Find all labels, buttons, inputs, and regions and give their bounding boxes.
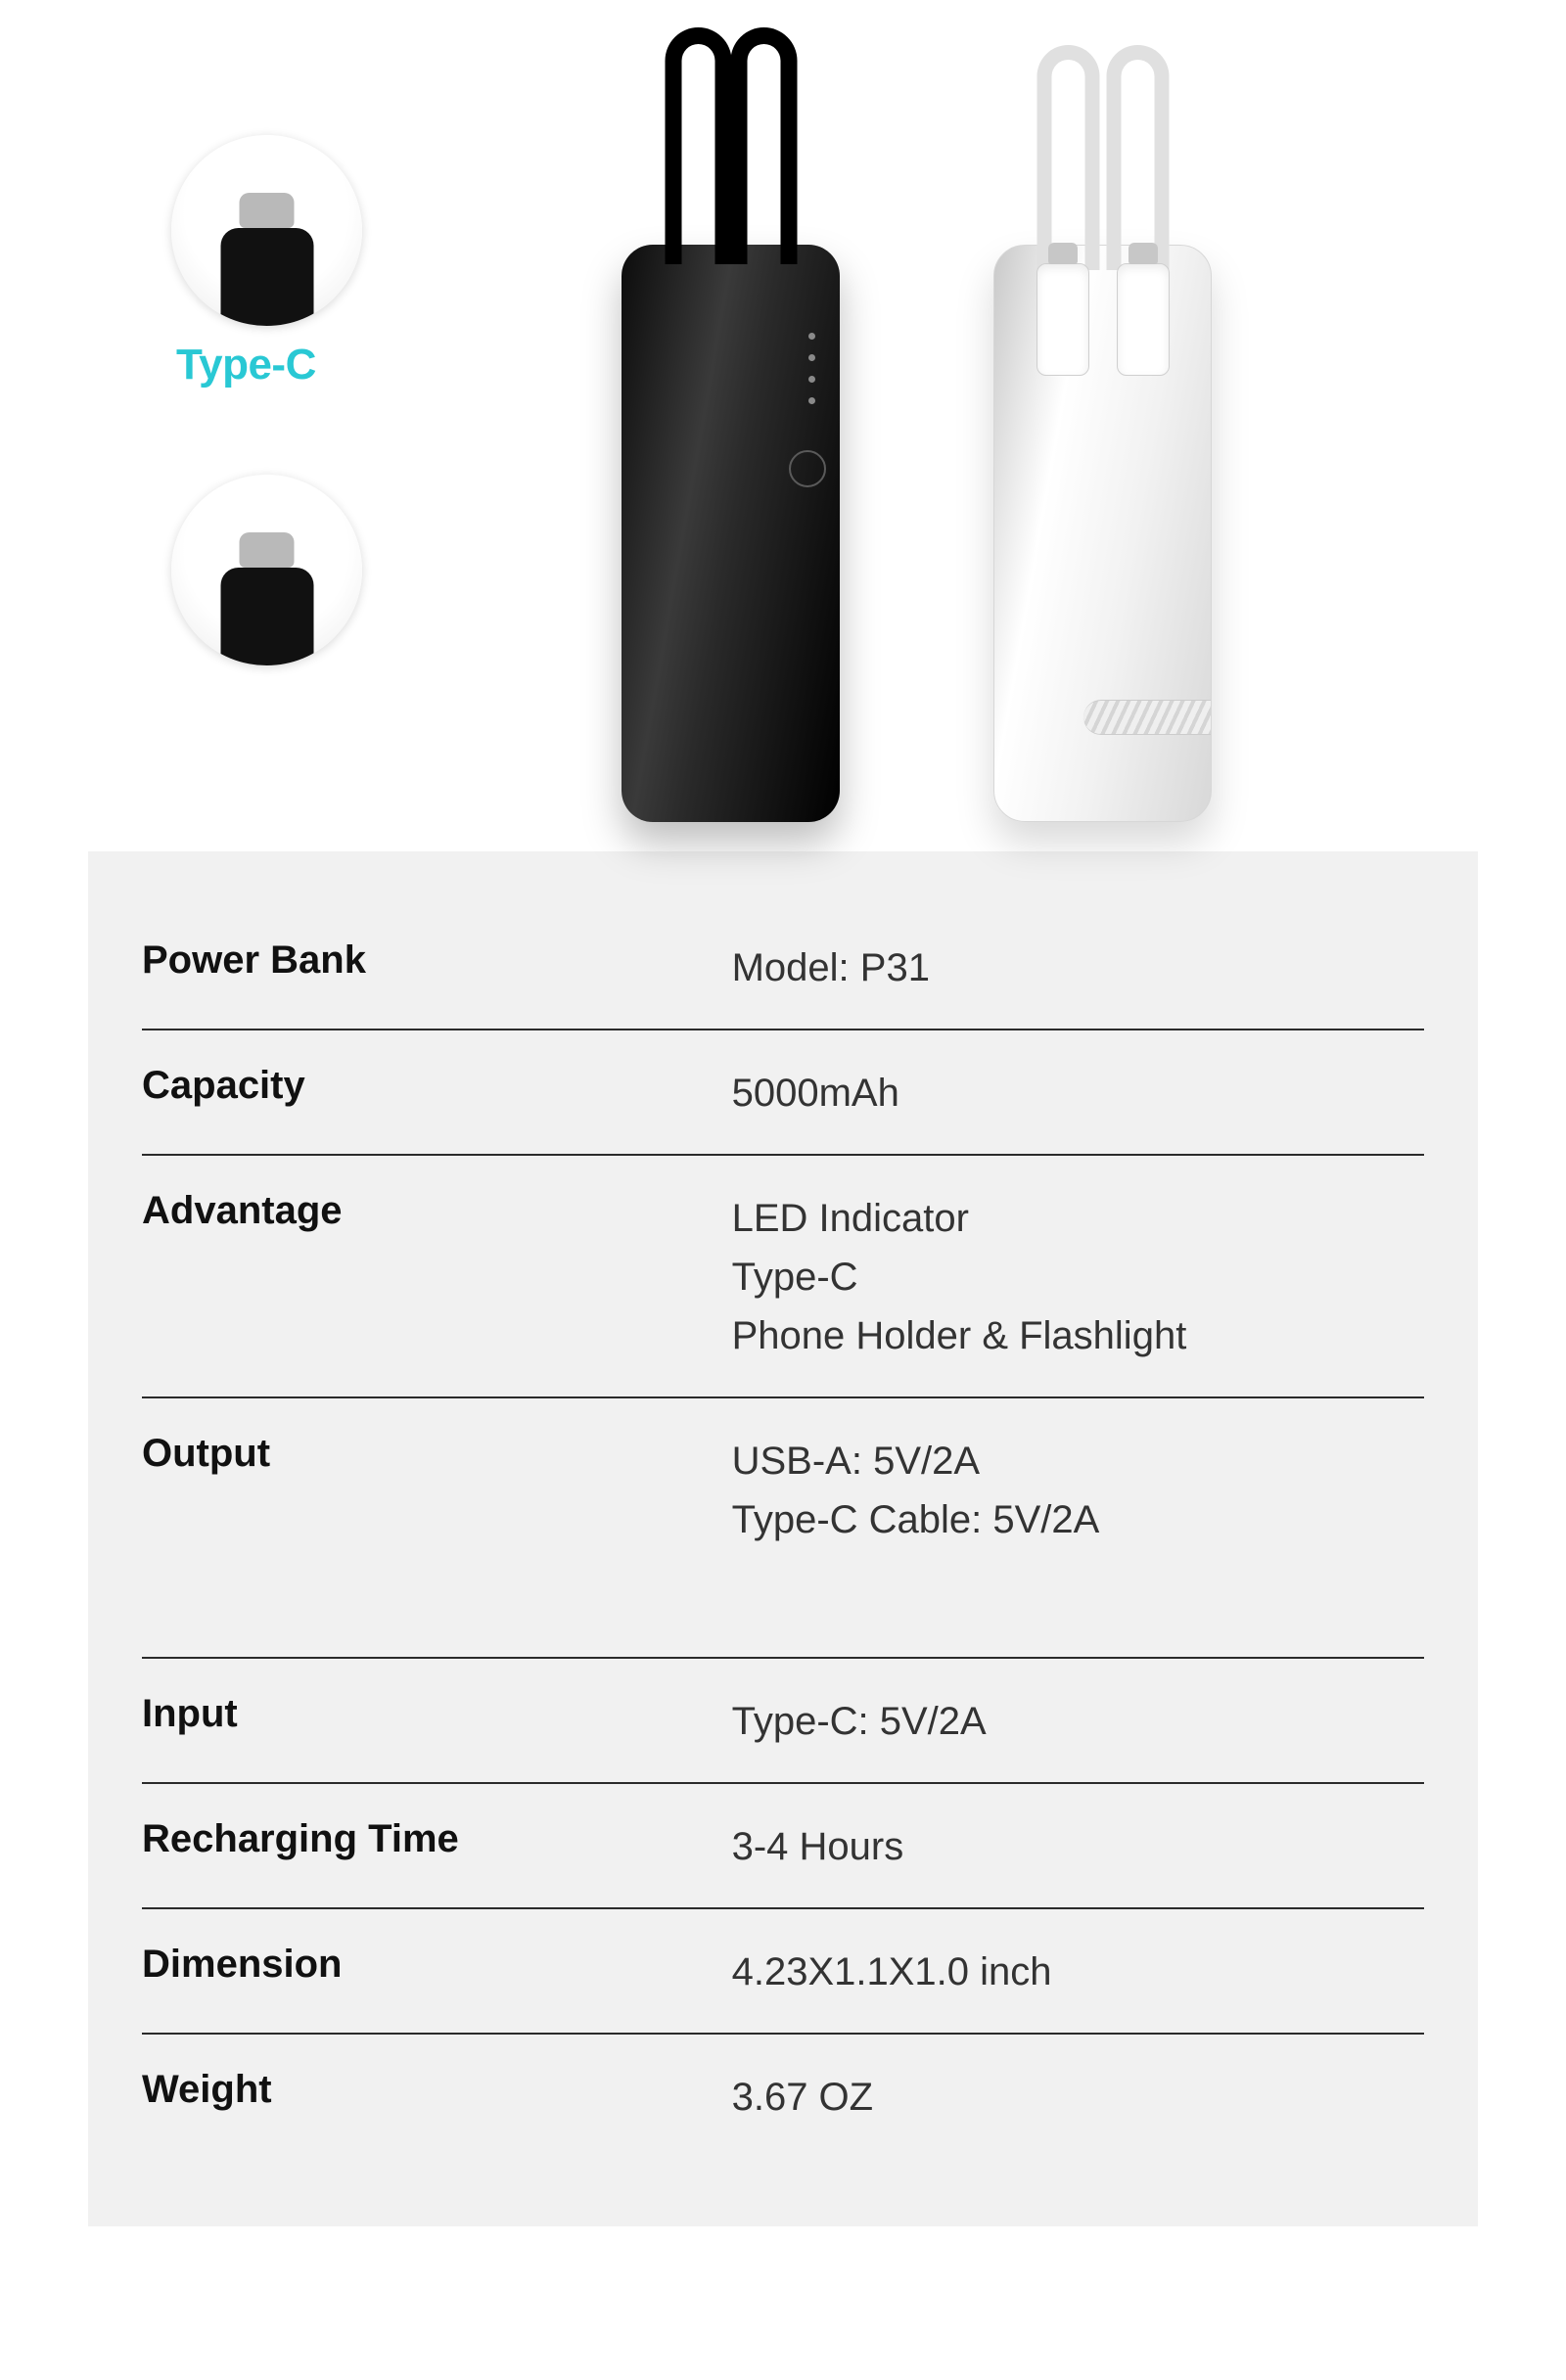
spec-label: Recharging Time [142, 1817, 732, 1876]
connector-type-label: Type-C [176, 341, 316, 389]
spec-label: Advantage [142, 1189, 732, 1365]
spec-value: Model: P31 [732, 938, 1424, 997]
spec-row: Capacity5000mAh [142, 1029, 1424, 1154]
spec-label: Capacity [142, 1064, 732, 1122]
spec-label: Input [142, 1692, 732, 1751]
spec-row: Dimension4.23X1.1X1.0 inch [142, 1907, 1424, 2033]
spec-row: InputType-C: 5V/2A [142, 1657, 1424, 1782]
spec-label: Output [142, 1432, 732, 1549]
spec-row: AdvantageLED Indicator Type-C Phone Hold… [142, 1154, 1424, 1396]
spec-row: Weight3.67 OZ [142, 2033, 1424, 2158]
product-image-white [993, 245, 1212, 822]
usb-c-plug-icon [220, 228, 313, 326]
spec-table: Power BankModel: P31Capacity5000mAhAdvan… [88, 851, 1478, 2226]
spec-label: Dimension [142, 1943, 732, 2001]
product-image-black [622, 245, 840, 822]
spec-value: 3-4 Hours [732, 1817, 1424, 1876]
spec-label: Weight [142, 2068, 732, 2127]
connector-circle-2 [171, 475, 362, 665]
spec-row: Recharging Time3-4 Hours [142, 1782, 1424, 1907]
usb-c-plug-icon [220, 568, 313, 665]
spec-value: USB-A: 5V/2A Type-C Cable: 5V/2A [732, 1432, 1424, 1549]
spec-value: 4.23X1.1X1.0 inch [732, 1943, 1424, 2001]
spec-row: Power BankModel: P31 [142, 905, 1424, 1029]
connector-circle-1 [171, 135, 362, 326]
spec-label: Power Bank [142, 938, 732, 997]
spec-value: 3.67 OZ [732, 2068, 1424, 2127]
product-imagery: Type-C [0, 0, 1566, 851]
spec-value: 5000mAh [732, 1064, 1424, 1122]
spec-row: OutputUSB-A: 5V/2A Type-C Cable: 5V/2A [142, 1396, 1424, 1657]
spec-value: Type-C: 5V/2A [732, 1692, 1424, 1751]
power-button-icon [789, 450, 826, 487]
spec-value: LED Indicator Type-C Phone Holder & Flas… [732, 1189, 1424, 1365]
